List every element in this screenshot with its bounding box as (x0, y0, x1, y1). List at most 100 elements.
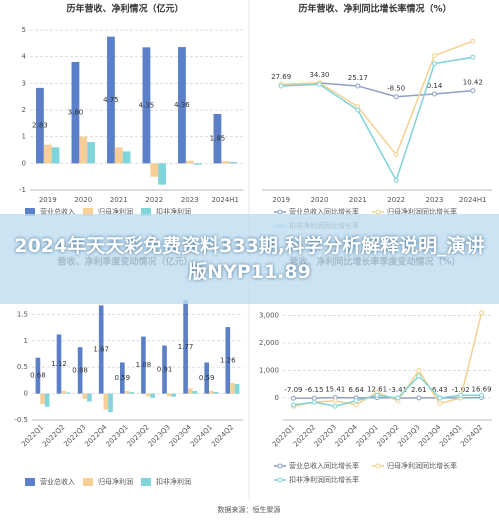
value-label: 0.59 (115, 374, 131, 382)
bar (213, 392, 219, 394)
legend-label: 营业总收入同比增长率 (289, 461, 359, 470)
bar (162, 345, 167, 394)
value-label: -8.50 (387, 85, 405, 93)
bar (61, 390, 66, 394)
x-tick-label: 2021 (110, 196, 128, 204)
y-tick-label: 0 (22, 159, 26, 167)
bar (192, 390, 198, 394)
y-tick-label: -1 (19, 186, 26, 194)
legend-label: 归母净利润 (98, 477, 133, 486)
point (416, 373, 422, 379)
value-label: 2.61 (411, 386, 427, 394)
y-tick-label: 3 (22, 79, 26, 87)
y-tick-label: 1 (22, 133, 26, 141)
point (353, 402, 359, 408)
point (355, 83, 361, 89)
x-tick-label: 2024Q2 (459, 423, 484, 448)
y-tick-label: 2 (22, 106, 26, 114)
legend-label: 归母净利润同比增长率 (387, 207, 457, 216)
value-label: 12.61 (367, 386, 387, 394)
bar (204, 362, 210, 394)
bar (150, 393, 156, 398)
point (432, 61, 437, 67)
legend-swatch (25, 208, 35, 216)
value-label: 27.69 (271, 73, 291, 81)
value-label: 0.59 (199, 374, 215, 382)
value-label: -1.02 (452, 386, 470, 394)
legend-label: 营业总收入同比增长率 (289, 207, 359, 216)
legend-swatch (83, 208, 93, 216)
point (416, 395, 422, 401)
bar (209, 390, 214, 394)
line (293, 396, 482, 399)
bar (141, 336, 146, 394)
bar (77, 347, 83, 394)
bar (65, 392, 71, 394)
point (355, 107, 361, 113)
point (479, 310, 485, 316)
bar (98, 305, 104, 394)
y-tick-label: -0.5 (14, 416, 28, 424)
bar (193, 163, 202, 165)
chart-title: 历年营收、净利同比增长率情况（%） (298, 3, 451, 15)
x-tick-label: 2022Q1 (20, 423, 45, 448)
bar (103, 393, 109, 410)
point (432, 53, 437, 59)
bar (158, 163, 166, 185)
value-label: 0.14 (427, 82, 443, 90)
bar (187, 388, 193, 394)
x-tick-label: 2019 (272, 196, 290, 204)
legend-label: 扣非净利润 (156, 207, 191, 216)
bar (119, 362, 125, 394)
bar (71, 62, 80, 164)
value-label: 4.36 (174, 101, 190, 109)
value-label: 3.80 (68, 109, 84, 117)
line (281, 56, 473, 183)
point (393, 152, 399, 158)
legend-swatch (375, 463, 381, 469)
point (470, 54, 476, 60)
line (281, 40, 474, 157)
value-label: 1.85 (210, 135, 226, 143)
value-label: 0.88 (72, 366, 88, 374)
legend-swatch (83, 478, 93, 486)
bar (122, 151, 131, 164)
bar (230, 383, 235, 394)
value-label: 15.41 (325, 386, 345, 394)
point (317, 81, 322, 87)
legend-label: 营业总收入 (40, 477, 75, 486)
bar (166, 393, 172, 397)
x-tick-label: 2022Q2 (41, 423, 66, 448)
y-tick-label: 0 (275, 394, 279, 402)
y-tick-label: 1 (24, 337, 28, 345)
point (437, 395, 443, 401)
bar (87, 142, 95, 164)
y-tick-label: 1,000 (259, 367, 279, 375)
bar (108, 393, 113, 413)
source: 数据来源：恒生聚源 (218, 505, 281, 514)
bar (213, 114, 222, 164)
point (332, 403, 338, 409)
legend-label: 归母净利润同比增长率 (387, 461, 457, 470)
value-label: 0.91 (157, 366, 173, 374)
bar (82, 393, 88, 399)
bar (178, 47, 186, 164)
value-label: -7.09 (284, 386, 302, 394)
point (290, 395, 296, 401)
value-label: 1.77 (178, 343, 194, 351)
y-tick-label: 0.5 (17, 363, 28, 371)
x-tick-label: 2022Q3 (62, 423, 87, 448)
bar (36, 87, 44, 164)
point (311, 395, 317, 401)
legend-swatch (141, 478, 151, 486)
value-label: 4.35 (139, 101, 155, 109)
x-tick-label: 2023 (181, 196, 199, 204)
legend-swatch (277, 477, 283, 483)
legend-swatch (277, 463, 283, 469)
bar (129, 392, 134, 394)
bar (40, 393, 45, 405)
x-tick-label: 2019 (39, 196, 57, 204)
point (393, 177, 399, 183)
bar (87, 393, 92, 402)
x-tick-label: 2024Q1 (189, 423, 214, 448)
